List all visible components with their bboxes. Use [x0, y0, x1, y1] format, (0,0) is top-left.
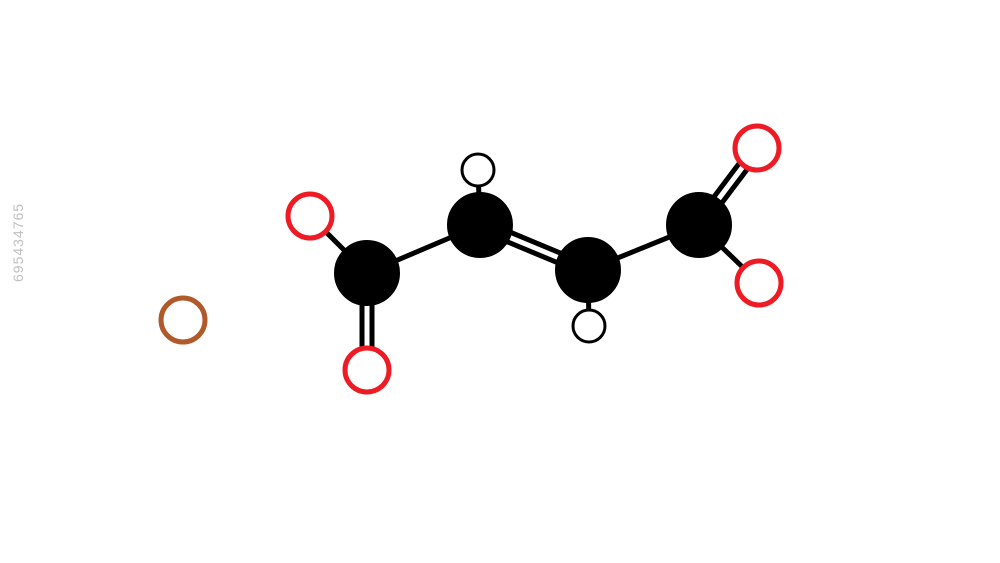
background	[0, 0, 1000, 563]
oxygen-atom	[288, 194, 332, 238]
oxygen-atom	[735, 126, 779, 170]
stock-id-watermark: 695434765	[10, 202, 26, 281]
oxygen-atom	[737, 261, 781, 305]
oxygen-atom	[345, 348, 389, 392]
hydrogen-atom	[573, 310, 605, 342]
carbon-atom	[449, 194, 511, 256]
iron-atom	[161, 298, 205, 342]
hydrogen-atom	[462, 154, 494, 186]
molecule-diagram	[0, 0, 1000, 563]
carbon-atom	[336, 242, 398, 304]
carbon-atom	[668, 194, 730, 256]
carbon-atom	[557, 239, 619, 301]
